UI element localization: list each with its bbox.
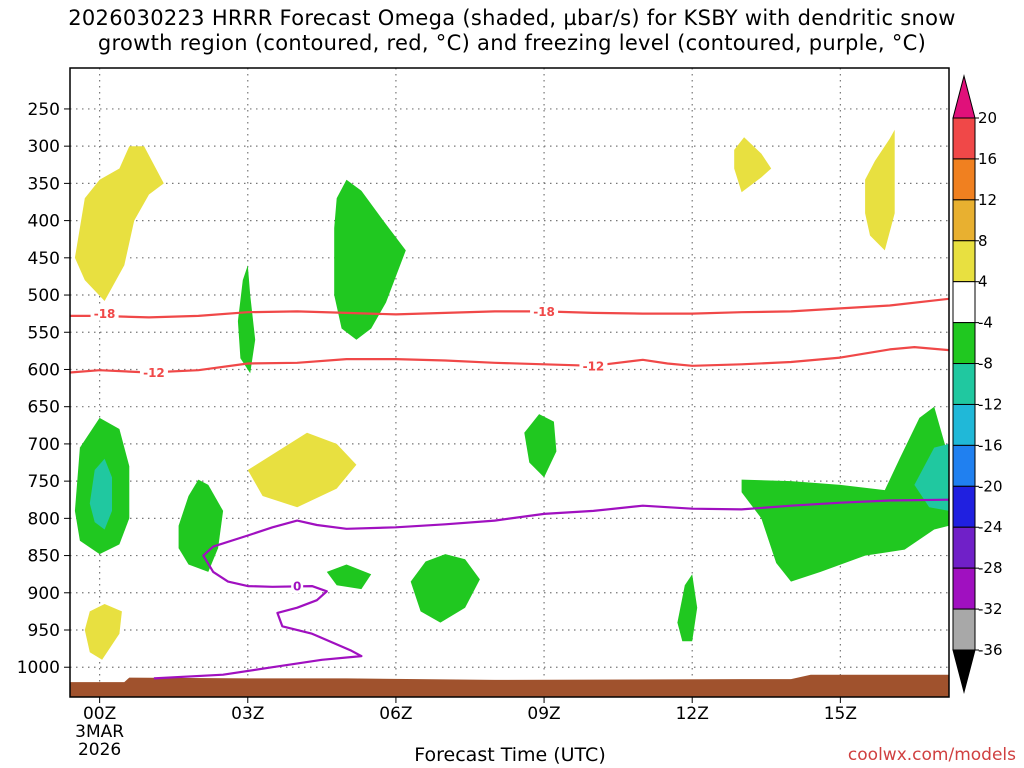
colorbar-bin-5: [952, 281, 976, 324]
colorbar-label-11: -28: [978, 559, 1003, 577]
omega-region-13: [524, 414, 557, 478]
title-line-1: 2026030223 HRRR Forecast Omega (shaded, …: [68, 6, 956, 30]
terrain: [70, 674, 949, 697]
x-tick-label-15Z: 15Z: [824, 704, 857, 724]
colorbar-label-6: -8: [978, 355, 993, 373]
colorbar-bottom-arrow: [952, 649, 976, 694]
colorbar-label-0: 20: [978, 109, 997, 127]
colorbar-bin-13: [952, 608, 976, 651]
grid-lines: [70, 68, 949, 697]
dgz-minus18-line: [70, 297, 949, 319]
omega-region-15: [741, 406, 949, 582]
freezing-level-label-bg-0: [291, 579, 304, 594]
colorbar-bin-8: [952, 403, 976, 446]
omega-region-2: [84, 604, 122, 660]
y-tick-label-300: 300: [28, 137, 60, 157]
colorbar-top-arrow: [952, 74, 976, 119]
colorbar-bin-1: [952, 117, 976, 160]
dgz-minus12-label-0: -12: [143, 366, 165, 380]
title-line-2: growth region (contoured, red, °C) and f…: [97, 31, 927, 55]
omega-shading: [74, 129, 949, 660]
colorbar-label-13: -36: [978, 641, 1003, 659]
x-tick-label-06Z: 06Z: [379, 704, 412, 724]
dgz-minus18-label-0: -18: [94, 307, 116, 321]
y-tick-label-700: 700: [28, 435, 60, 455]
contour-labels: -18 -18 -12 -12 0: [90, 304, 608, 594]
x-tick-label-00Z: 00Z: [83, 704, 116, 724]
omega-region-8: [178, 479, 224, 572]
colorbar-label-5: -4: [978, 314, 993, 332]
omega-region-16: [914, 443, 949, 511]
colorbar-label-1: 16: [978, 150, 997, 168]
y-tick-label-350: 350: [28, 174, 60, 194]
y-tick-label-650: 650: [28, 398, 60, 418]
freezing-level-label-0: 0: [293, 580, 301, 594]
y-tick-label-550: 550: [28, 323, 60, 343]
site-credit[interactable]: coolwx.com/models: [847, 745, 1016, 765]
colorbar-label-10: -24: [978, 518, 1003, 536]
colorbar-label-9: -20: [978, 477, 1003, 495]
colorbar-label-12: -32: [978, 600, 1003, 618]
dgz-minus18-label-bg-1: [530, 304, 559, 319]
colorbar-label-2: 12: [978, 191, 997, 209]
terrain-layer: [70, 674, 949, 697]
omega-region-7: [89, 458, 112, 530]
x-tick-label-09Z: 09Z: [527, 704, 560, 724]
axis-ticks: 250 300 350 400 450 500 550 600 650 700 750 800 850 9…: [17, 100, 857, 760]
colorbar-bin-7: [952, 363, 976, 405]
x-axis-label: Forecast Time (UTC): [414, 744, 606, 766]
dgz-minus18-label-bg-0: [90, 306, 119, 321]
colorbar-label-7: -12: [978, 395, 1003, 413]
contour-lines: [70, 297, 949, 680]
omega-region-1: [74, 146, 164, 301]
colorbar-bin-10: [952, 485, 976, 528]
y-tick-label-900: 900: [28, 584, 60, 604]
x-tick-date: 3MAR: [75, 722, 124, 742]
colorbar-bin-4: [952, 240, 976, 283]
colorbar-bin-9: [952, 444, 976, 487]
plot-frame: [69, 67, 950, 698]
colorbar-bin-3: [952, 199, 976, 242]
colorbar-bin-6: [952, 322, 976, 365]
y-tick-label-250: 250: [28, 100, 60, 120]
omega-region-4: [734, 137, 772, 193]
y-tick-label-750: 750: [28, 472, 60, 492]
x-tick-year: 2026: [78, 740, 121, 760]
y-tick-label-500: 500: [28, 286, 60, 306]
colorbar-label-3: 8: [978, 232, 988, 250]
omega-region-12: [410, 554, 480, 623]
y-tick-label-600: 600: [28, 360, 60, 380]
colorbar-bin-2: [952, 158, 976, 201]
colorbar-bin-12: [952, 567, 976, 610]
y-tick-label-400: 400: [28, 212, 60, 232]
dgz-minus12-line: [70, 346, 949, 374]
y-tick-label-800: 800: [28, 509, 60, 529]
omega-region-3: [247, 432, 357, 508]
y-tick-label-1000: 1000: [17, 658, 60, 678]
omega-region-14: [677, 574, 698, 642]
freezing-level-line: [153, 498, 949, 680]
colorbar: 20 16 12 8 4 -4 -8 -12 -16 -20 -24 -28 -32 -36: [952, 74, 1003, 694]
omega-region-5: [865, 129, 895, 251]
colorbar-bin-11: [952, 526, 976, 569]
dgz-minus12-label-bg-1: [579, 358, 608, 373]
y-tick-label-450: 450: [28, 249, 60, 269]
omega-region-9: [237, 265, 256, 374]
dgz-minus18-label-1: -18: [533, 305, 555, 319]
y-tick-label-850: 850: [28, 547, 60, 567]
dgz-minus12-label-bg-0: [139, 365, 168, 380]
x-tick-label-12Z: 12Z: [676, 704, 709, 724]
colorbar-label-8: -16: [978, 436, 1003, 454]
chart-title: 2026030223 HRRR Forecast Omega (shaded, …: [0, 6, 1024, 56]
omega-region-10: [334, 179, 406, 340]
y-tick-label-950: 950: [28, 621, 60, 641]
colorbar-label-4: 4: [978, 273, 988, 291]
x-tick-label-03Z: 03Z: [231, 704, 264, 724]
omega-region-11: [326, 564, 372, 590]
dgz-minus12-label-1: -12: [583, 359, 605, 373]
